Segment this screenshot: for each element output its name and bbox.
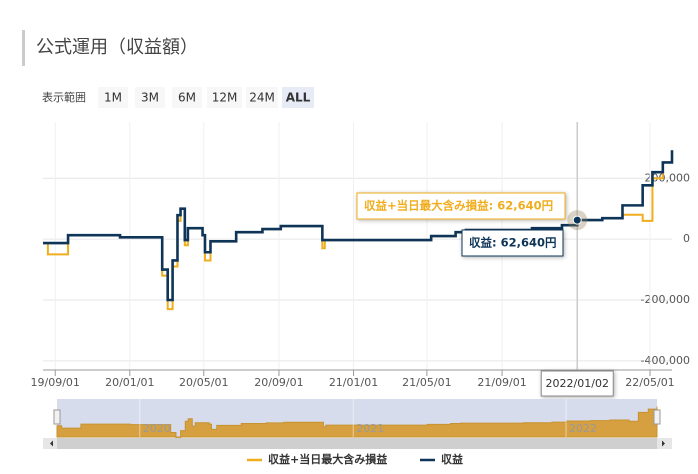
- x-tick-label: 19/09/01: [31, 376, 80, 389]
- range-button[interactable]: [98, 87, 128, 108]
- navigator-label: 2022: [569, 422, 597, 435]
- x-tick-label: 20/05/01: [179, 376, 228, 389]
- y-tick-label: -200,000: [641, 293, 690, 306]
- x-tick-label: 21/05/01: [402, 376, 451, 389]
- navigator-label: 2021: [356, 422, 384, 435]
- range-button-label[interactable]: 24M: [249, 91, 275, 105]
- page-title: 公式運用（収益額）: [36, 37, 198, 58]
- title-bar: [22, 30, 25, 66]
- y-tick-label: 200,000: [645, 171, 691, 184]
- x-tick-label: 21/01/01: [329, 376, 378, 389]
- navigator-label: 2020: [143, 422, 171, 435]
- x-tick-label: 20/01/01: [105, 376, 154, 389]
- legend-label[interactable]: 収益+当日最大含み損益: [268, 452, 387, 466]
- series-line: [43, 150, 674, 302]
- x-tooltip-box: [540, 370, 614, 397]
- x-tick-label: 21/09/01: [477, 376, 526, 389]
- range-button-label[interactable]: 3M: [141, 91, 159, 105]
- range-button-label[interactable]: 6M: [178, 91, 196, 105]
- hover-point: [572, 215, 582, 225]
- x-tooltip-text: 2022/01/02: [546, 377, 609, 390]
- range-button[interactable]: [246, 87, 278, 108]
- tooltip-text: 収益: 62,640円: [469, 236, 556, 250]
- scroll-arrow[interactable]: [50, 440, 53, 447]
- y-tick-label: 0: [683, 232, 690, 245]
- range-button[interactable]: [282, 87, 314, 108]
- navigator-handle[interactable]: [653, 409, 661, 425]
- tooltip-box: [356, 192, 566, 220]
- tooltip-box: [461, 229, 564, 257]
- x-tick-label: 22/05/01: [625, 376, 674, 389]
- range-button-label[interactable]: ALL: [286, 91, 311, 105]
- range-label: 表示範囲: [42, 90, 86, 104]
- scrollbar-thumb[interactable]: [57, 438, 657, 449]
- tooltip-text: 収益+当日最大含み損益: 62,640円: [364, 199, 553, 213]
- range-button[interactable]: [172, 87, 202, 108]
- range-button-label[interactable]: 1M: [104, 91, 122, 105]
- x-tick-label: 20/09/01: [254, 376, 303, 389]
- scroll-arrow[interactable]: [662, 440, 665, 447]
- legend-label[interactable]: 収益: [441, 452, 463, 466]
- range-button[interactable]: [135, 87, 165, 108]
- range-button-label[interactable]: 12M: [212, 91, 238, 105]
- y-tick-label: -400,000: [641, 354, 690, 367]
- range-button[interactable]: [207, 87, 242, 108]
- navigator-handle[interactable]: [53, 409, 61, 425]
